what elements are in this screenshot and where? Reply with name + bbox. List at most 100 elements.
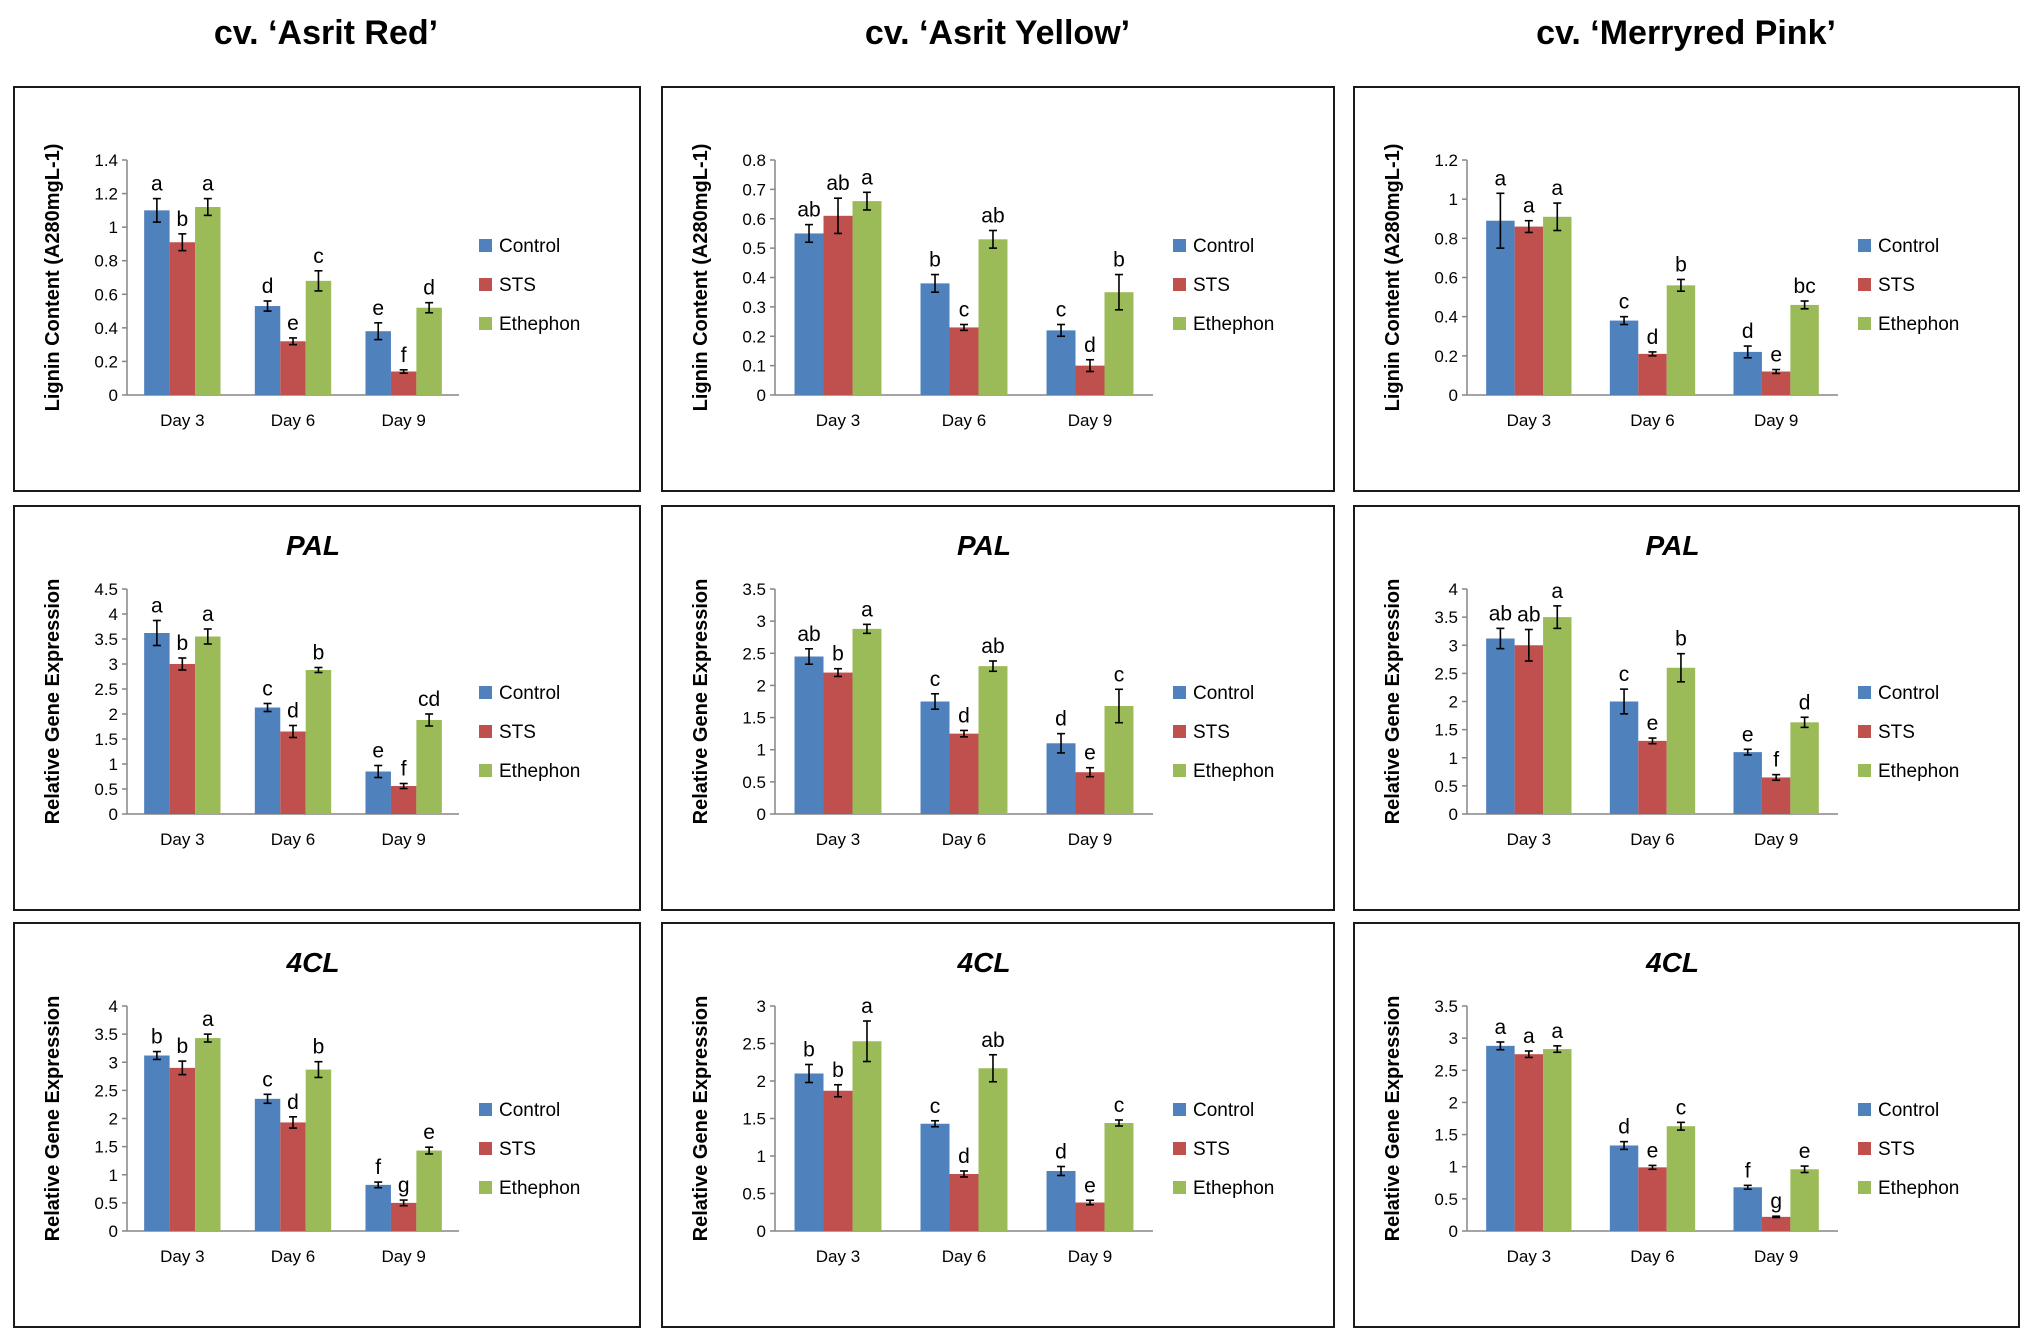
bar-sts xyxy=(1514,1054,1544,1231)
bar-control xyxy=(920,1123,950,1231)
bar-sts xyxy=(823,215,853,395)
legend-label-sts: STS xyxy=(1193,275,1230,296)
y-tick-label: 1.5 xyxy=(1434,1126,1458,1145)
bar-sts xyxy=(949,1174,979,1231)
significance-letter: ab xyxy=(981,635,1004,658)
bar-ethephon xyxy=(978,666,1008,814)
bar-ethephon xyxy=(978,1068,1008,1231)
legend-swatch-ethephon xyxy=(1858,1181,1871,1194)
chart-panel-lignin-asrit-yellow: Lignin Content (A280mgL-1) 0 0.1 0.2 0.3 0.4 0… xyxy=(661,86,1335,492)
x-tick-label: Day 3 xyxy=(816,411,860,430)
bar-ethephon xyxy=(1543,617,1572,814)
chart-svg: Lignin Content (A280mgL-1) 0 0.2 0.4 0.6 0.8 1… xyxy=(42,144,580,430)
legend-swatch-sts xyxy=(479,725,492,738)
significance-letter: e xyxy=(1084,742,1096,765)
significance-letter: c xyxy=(959,299,970,322)
bar-sts xyxy=(1075,772,1105,814)
legend-swatch-control xyxy=(1858,686,1871,699)
x-tick-label: Day 3 xyxy=(160,411,204,430)
significance-letter: a xyxy=(1495,1016,1507,1039)
chart-svg: 4CL Relative Gene Expression 0 0.5 1 1.5 2 2.5 3… xyxy=(42,947,580,1266)
chart-title: 4CL xyxy=(1645,947,1699,978)
bar-sts xyxy=(823,672,853,814)
legend-swatch-sts xyxy=(479,1142,492,1155)
y-tick-label: 0 xyxy=(1449,386,1458,405)
bar-ethephon xyxy=(852,201,882,395)
significance-letter: d xyxy=(1084,334,1096,357)
y-tick-label: 1 xyxy=(109,218,118,237)
significance-letter: c xyxy=(1114,1094,1125,1117)
chart-svg: Lignin Content (A280mgL-1) 0 0.2 0.4 0.6 0.8 1… xyxy=(1382,144,1959,430)
bar-ethephon xyxy=(1666,285,1696,395)
legend-label-sts: STS xyxy=(499,275,536,296)
y-tick-label: 3.5 xyxy=(1434,997,1458,1016)
y-tick-label: 4 xyxy=(109,605,118,624)
y-tick-label: 2 xyxy=(757,676,766,695)
chart-panel-4cl-asrit-red: 4CL Relative Gene Expression 0 0.5 1 1.5 2 2.5 3… xyxy=(13,922,641,1328)
y-tick-label: 1 xyxy=(109,1166,118,1185)
significance-letter: ab xyxy=(1517,604,1540,627)
legend-swatch-control xyxy=(479,1103,492,1116)
x-tick-label: Day 6 xyxy=(942,830,986,849)
x-tick-label: Day 9 xyxy=(1068,830,1112,849)
chart-panel-lignin-merryred-pink: Lignin Content (A280mgL-1) 0 0.2 0.4 0.6 0.8 1… xyxy=(1353,86,2020,492)
legend-label-control: Control xyxy=(1193,683,1254,704)
legend-swatch-control xyxy=(479,239,492,252)
significance-letter: e xyxy=(1770,344,1782,367)
legend-swatch-sts xyxy=(1173,278,1186,291)
y-tick-label: 2.5 xyxy=(1434,664,1458,683)
x-tick-label: Day 3 xyxy=(816,1247,860,1266)
legend-swatch-ethephon xyxy=(479,764,492,777)
bar-control xyxy=(1609,1145,1639,1231)
y-tick-label: 0.1 xyxy=(742,357,766,376)
chart-panel-lignin-asrit-red: Lignin Content (A280mgL-1) 0 0.2 0.4 0.6 0.8 1… xyxy=(13,86,641,492)
significance-letter: f xyxy=(1745,1159,1751,1182)
chart-panel-pal-asrit-yellow: PAL Relative Gene Expression 0 0.5 1 1.5 2 2.5 3… xyxy=(661,505,1335,911)
significance-letter: a xyxy=(1495,167,1507,190)
x-tick-label: Day 9 xyxy=(1068,411,1112,430)
chart-svg: Lignin Content (A280mgL-1) 0 0.1 0.2 0.3 0.4 0… xyxy=(690,144,1274,430)
legend-label-ethephon: Ethephon xyxy=(1193,314,1274,335)
significance-letter: ab xyxy=(981,1029,1004,1052)
significance-letter: b xyxy=(151,1026,163,1049)
y-axis-label: Relative Gene Expression xyxy=(1382,579,1404,825)
significance-letter: e xyxy=(1647,1139,1659,1162)
significance-letter: g xyxy=(1770,1190,1782,1213)
x-tick-label: Day 3 xyxy=(1507,1247,1551,1266)
bar-control xyxy=(1046,743,1076,814)
bar-ethephon xyxy=(1666,1126,1696,1231)
y-tick-label: 2.5 xyxy=(94,1081,118,1100)
chart-panel-4cl-merryred-pink: 4CL Relative Gene Expression 0 0.5 1 1.5 2 2.5 3… xyxy=(1353,922,2020,1328)
significance-letter: e xyxy=(372,740,384,763)
significance-letter: c xyxy=(262,678,273,701)
bar-sts xyxy=(169,242,196,395)
y-tick-label: 1.5 xyxy=(94,730,118,749)
legend-label-control: Control xyxy=(1878,683,1939,704)
bar-control xyxy=(1486,1045,1515,1231)
y-tick-label: 3.5 xyxy=(1434,608,1458,627)
y-tick-label: 0.2 xyxy=(94,352,118,371)
y-tick-label: 0 xyxy=(757,386,766,405)
legend-label-ethephon: Ethephon xyxy=(1878,761,1959,782)
y-tick-label: 0.2 xyxy=(1434,347,1458,366)
significance-letter: d xyxy=(1799,691,1811,714)
y-tick-label: 2 xyxy=(1449,693,1458,712)
significance-letter: e xyxy=(1647,712,1659,735)
x-tick-label: Day 9 xyxy=(381,830,425,849)
bar-ethephon xyxy=(1790,1169,1819,1231)
significance-letter: a xyxy=(861,995,873,1018)
significance-letter: b xyxy=(1113,249,1125,272)
chart-svg: PAL Relative Gene Expression 0 0.5 1 1.5 2 2.5 3… xyxy=(42,530,580,849)
y-tick-label: 0.6 xyxy=(1434,269,1458,288)
y-tick-label: 4.5 xyxy=(94,580,118,599)
legend-label-ethephon: Ethephon xyxy=(1878,1178,1959,1199)
significance-letter: f xyxy=(375,1156,381,1179)
y-tick-label: 0.3 xyxy=(742,298,766,317)
y-tick-label: 0 xyxy=(109,386,118,405)
legend-swatch-control xyxy=(479,686,492,699)
y-tick-label: 1 xyxy=(1449,1158,1458,1177)
significance-letter: e xyxy=(423,1121,435,1144)
bar-ethephon xyxy=(852,1041,882,1231)
significance-letter: ab xyxy=(826,172,849,195)
y-tick-label: 0.4 xyxy=(742,269,766,288)
